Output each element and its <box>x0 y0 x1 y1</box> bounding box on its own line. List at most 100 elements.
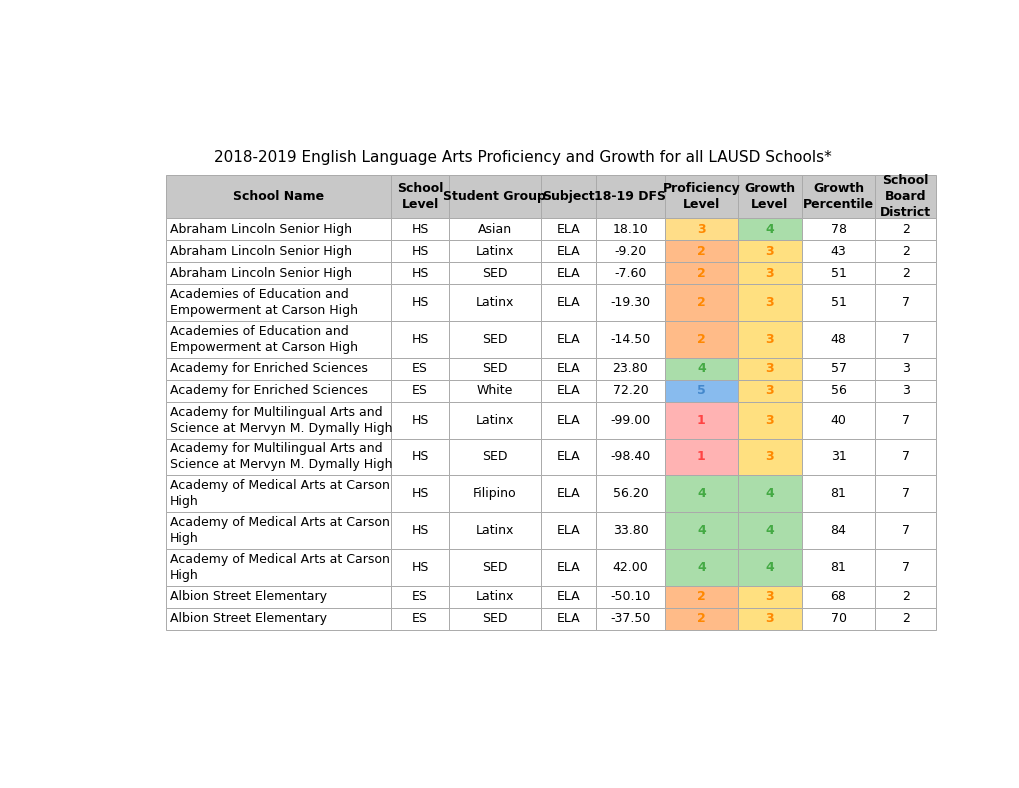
Text: 3: 3 <box>901 362 909 375</box>
Text: -7.60: -7.60 <box>613 266 646 280</box>
Bar <box>801 358 874 380</box>
Text: -37.50: -37.50 <box>609 612 650 625</box>
Text: ELA: ELA <box>556 487 580 500</box>
Bar <box>801 321 874 358</box>
Text: Abraham Lincoln Senior High: Abraham Lincoln Senior High <box>170 244 352 258</box>
Text: 2: 2 <box>696 266 705 280</box>
Text: 3: 3 <box>765 266 773 280</box>
Text: HS: HS <box>411 266 428 280</box>
Text: ELA: ELA <box>556 451 580 463</box>
Bar <box>664 512 738 549</box>
Bar <box>540 439 596 475</box>
Bar <box>390 585 448 608</box>
Bar <box>540 240 596 262</box>
Text: ELA: ELA <box>556 524 580 537</box>
Text: HS: HS <box>411 333 428 346</box>
Bar <box>874 512 934 549</box>
Bar <box>738 262 801 284</box>
Text: Latinx: Latinx <box>475 244 514 258</box>
Text: 2: 2 <box>901 244 909 258</box>
Text: 18.10: 18.10 <box>612 222 648 236</box>
Bar <box>596 262 664 284</box>
Text: ES: ES <box>412 590 428 603</box>
Bar <box>738 512 801 549</box>
Bar <box>166 475 390 512</box>
Text: 7: 7 <box>901 487 909 500</box>
Text: ELA: ELA <box>556 244 580 258</box>
Bar <box>390 512 448 549</box>
Text: HS: HS <box>411 222 428 236</box>
Bar <box>664 321 738 358</box>
Text: 68: 68 <box>829 590 846 603</box>
Bar <box>448 262 540 284</box>
Bar <box>540 218 596 240</box>
Bar <box>738 176 801 218</box>
Text: 4: 4 <box>696 487 705 500</box>
Text: HS: HS <box>411 524 428 537</box>
Text: ELA: ELA <box>556 266 580 280</box>
Text: School
Board
District: School Board District <box>879 174 930 219</box>
Bar <box>390 176 448 218</box>
Bar <box>664 176 738 218</box>
Bar <box>448 585 540 608</box>
Text: 4: 4 <box>696 524 705 537</box>
Bar <box>448 549 540 585</box>
Text: Latinx: Latinx <box>475 524 514 537</box>
Bar <box>738 240 801 262</box>
Text: 3: 3 <box>696 222 705 236</box>
Text: -9.20: -9.20 <box>613 244 646 258</box>
Bar <box>390 608 448 630</box>
Bar <box>540 262 596 284</box>
Bar <box>738 608 801 630</box>
Bar <box>801 608 874 630</box>
Bar <box>390 549 448 585</box>
Text: 3: 3 <box>765 244 773 258</box>
Text: ELA: ELA <box>556 333 580 346</box>
Text: 1: 1 <box>696 451 705 463</box>
Bar <box>738 475 801 512</box>
Text: 42.00: 42.00 <box>612 561 648 574</box>
Text: 72.20: 72.20 <box>612 385 648 397</box>
Bar <box>801 218 874 240</box>
Bar <box>664 240 738 262</box>
Text: 4: 4 <box>696 561 705 574</box>
Text: ELA: ELA <box>556 296 580 309</box>
Bar <box>801 176 874 218</box>
Text: 3: 3 <box>765 612 773 625</box>
Bar <box>874 321 934 358</box>
Text: SED: SED <box>482 561 507 574</box>
Bar <box>664 475 738 512</box>
Bar <box>874 439 934 475</box>
Bar <box>596 380 664 402</box>
Text: Academies of Education and
Empowerment at Carson High: Academies of Education and Empowerment a… <box>170 288 358 317</box>
Bar <box>390 240 448 262</box>
Bar <box>801 240 874 262</box>
Text: 2018-2019 English Language Arts Proficiency and Growth for all LAUSD Schools*: 2018-2019 English Language Arts Proficie… <box>214 151 830 165</box>
Bar <box>801 380 874 402</box>
Text: Latinx: Latinx <box>475 590 514 603</box>
Bar <box>738 218 801 240</box>
Text: 56: 56 <box>829 385 846 397</box>
Bar <box>166 284 390 321</box>
Text: Academy for Multilingual Arts and
Science at Mervyn M. Dymally High: Academy for Multilingual Arts and Scienc… <box>170 442 392 471</box>
Text: Asian: Asian <box>477 222 512 236</box>
Text: ES: ES <box>412 362 428 375</box>
Text: Academy of Medical Arts at Carson
High: Academy of Medical Arts at Carson High <box>170 479 389 508</box>
Text: 51: 51 <box>829 296 846 309</box>
Text: 2: 2 <box>696 244 705 258</box>
Bar <box>664 262 738 284</box>
Bar <box>540 284 596 321</box>
Text: ES: ES <box>412 612 428 625</box>
Text: 7: 7 <box>901 333 909 346</box>
Bar <box>874 585 934 608</box>
Text: 3: 3 <box>765 385 773 397</box>
Bar <box>596 402 664 439</box>
Text: Academy of Medical Arts at Carson
High: Academy of Medical Arts at Carson High <box>170 552 389 582</box>
Bar <box>540 549 596 585</box>
Text: Growth
Percentile: Growth Percentile <box>802 182 873 211</box>
Text: 81: 81 <box>829 487 846 500</box>
Bar <box>738 358 801 380</box>
Text: HS: HS <box>411 244 428 258</box>
Bar <box>540 608 596 630</box>
Bar <box>874 549 934 585</box>
